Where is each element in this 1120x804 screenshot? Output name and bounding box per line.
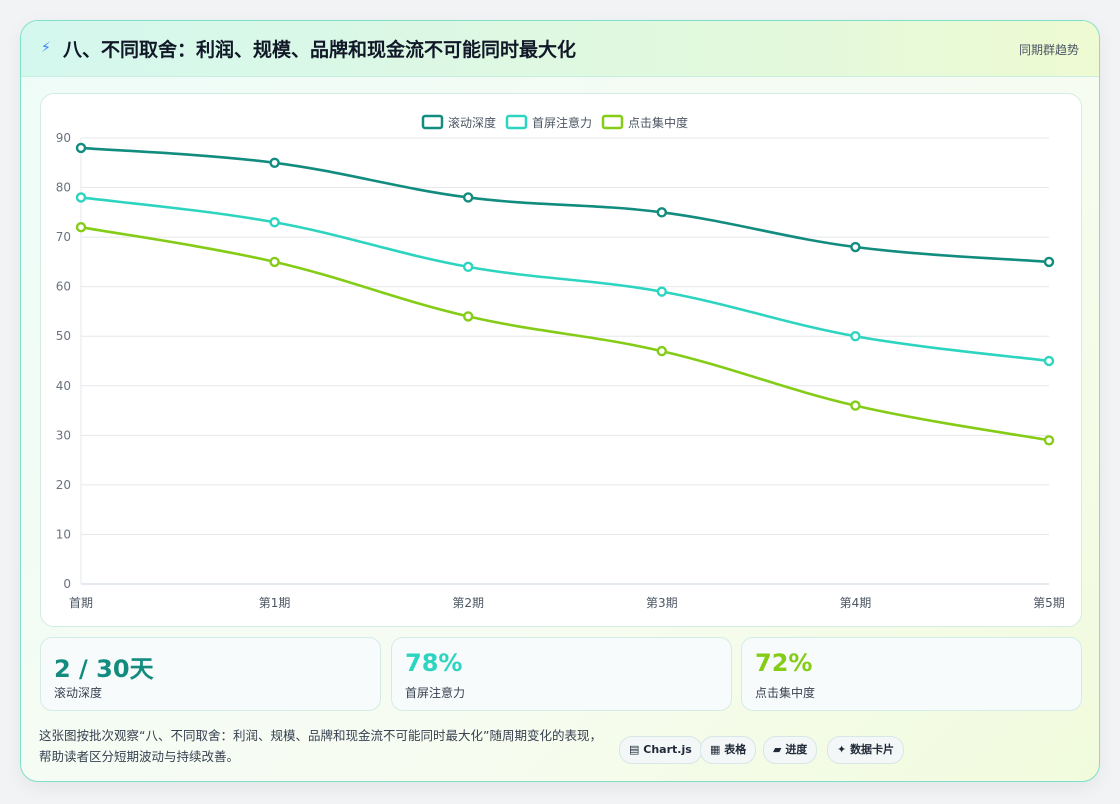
stat-value: 2 / 30天 <box>54 655 154 683</box>
series-line-0 <box>80 146 1050 264</box>
line-chart: 0 10 20 30 40 50 60 70 80 90 首期 第1期 第2期 第3期 第4期 第5期 滚动深度… <box>56 114 1065 610</box>
chip-progress[interactable]: ▰ 进度 <box>763 736 818 764</box>
data-point <box>463 261 474 273</box>
chip-data-card[interactable]: ✦ 数据卡片 <box>827 736 905 764</box>
legend-swatch <box>421 114 444 130</box>
page-title: 八、不同取舍：利润、规模、品牌和现金流不可能同时最大化 <box>63 39 577 61</box>
legend-label: 点击集中度 <box>628 115 688 130</box>
y-tick-label: 50 <box>56 329 71 343</box>
x-tick-label: 第4期 <box>840 596 872 610</box>
y-tick-label: 0 <box>63 577 71 591</box>
stat-value: 72% <box>755 649 813 677</box>
chart-panel: 0 10 20 30 40 50 60 70 80 90 首期 第1期 第2期 第3期 第4期 第5期 滚动深度… <box>40 93 1082 627</box>
lightning-icon: ⚡ <box>41 40 51 56</box>
data-point <box>850 241 861 253</box>
y-tick-label: 90 <box>56 131 71 145</box>
data-point <box>1043 355 1055 367</box>
stat-card-scroll-depth: 2 / 30天 滚动深度 <box>40 637 381 711</box>
stat-label: 首屏注意力 <box>405 686 466 700</box>
data-point <box>269 157 280 168</box>
card-header: ⚡ 八、不同取舍：利润、规模、品牌和现金流不可能同时最大化 同期群趋势 <box>21 21 1099 77</box>
progress-icon: ▰ <box>773 743 782 756</box>
stat-card-first-screen-attention: 78% 首屏注意力 <box>391 637 732 711</box>
data-point <box>656 207 667 218</box>
chip-label: 进度 <box>785 743 808 756</box>
y-tick-label: 10 <box>56 527 71 541</box>
y-tick-label: 20 <box>56 478 71 492</box>
data-point <box>656 286 667 297</box>
data-point <box>850 331 861 342</box>
stat-label: 点击集中度 <box>755 686 816 700</box>
chip-label: 数据卡片 <box>850 743 895 756</box>
legend-swatch <box>601 114 624 130</box>
table-icon: ▦ <box>710 743 721 756</box>
y-tick-label: 60 <box>56 280 71 294</box>
data-point <box>656 345 667 357</box>
data-point <box>463 311 474 322</box>
y-tick-label: 30 <box>56 428 71 442</box>
sparkle-icon: ✦ <box>837 743 847 756</box>
chip-table[interactable]: ▦ 表格 <box>700 736 757 764</box>
data-point <box>75 221 87 233</box>
data-point <box>269 256 280 268</box>
data-point <box>1043 435 1055 446</box>
y-tick-label: 70 <box>56 230 71 244</box>
data-point <box>1043 256 1055 268</box>
x-tick-label: 首期 <box>69 596 93 610</box>
y-tick-label: 40 <box>56 379 71 393</box>
dashboard-card: ⚡ 八、不同取舍：利润、规模、品牌和现金流不可能同时最大化 同期群趋势 0 10 2… <box>20 20 1100 782</box>
chip-chartjs[interactable]: ▤ Chart.js <box>619 736 702 764</box>
stat-value: 78% <box>405 649 463 677</box>
chip-label: Chart.js <box>643 743 692 756</box>
x-tick-label: 第5期 <box>1033 596 1065 610</box>
legend-label: 滚动深度 <box>448 115 496 130</box>
stat-card-click-concentration: 72% 点击集中度 <box>741 637 1082 711</box>
data-point <box>75 142 87 154</box>
y-tick-label: 80 <box>56 181 71 195</box>
chart-description: 这张图按批次观察“八、不同取舍：利润、规模、品牌和现金流不可能同时最大化”随周期… <box>39 728 602 764</box>
chip-label: 表格 <box>724 743 747 756</box>
series-line-2 <box>80 225 1050 442</box>
x-tick-label: 第2期 <box>452 596 484 610</box>
data-point <box>75 192 87 203</box>
legend-label: 首屏注意力 <box>532 115 592 130</box>
legend-swatch <box>505 114 528 130</box>
header-tag: 同期群趋势 <box>1018 43 1079 57</box>
chart-icon: ▤ <box>629 743 640 756</box>
data-point <box>269 217 280 228</box>
x-tick-label: 第1期 <box>259 596 291 610</box>
series-line-1 <box>80 196 1050 363</box>
x-tick-label: 第3期 <box>646 596 678 610</box>
data-point <box>850 400 861 411</box>
stat-label: 滚动深度 <box>54 686 103 700</box>
data-point <box>463 192 474 203</box>
